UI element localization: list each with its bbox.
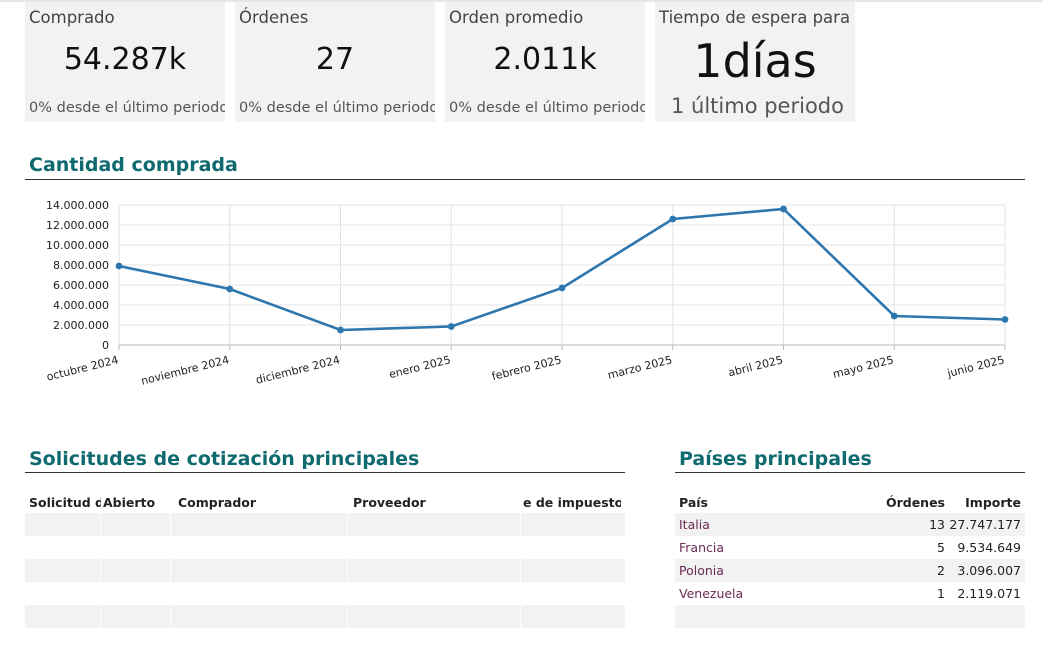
- y-tick-label: 10.000.000: [46, 239, 109, 252]
- country-empty-row: [675, 605, 1025, 628]
- rfq-col-supplier[interactable]: Proveedor: [353, 495, 426, 510]
- kpi-change: 0% desde el último periodo: [239, 100, 435, 116]
- rfq-col-request[interactable]: Solicitud de: [29, 495, 101, 510]
- data-point[interactable]: [115, 262, 123, 270]
- kpi-card-orders[interactable]: Órdenes 27 0% desde el último periodo: [235, 2, 435, 122]
- country-orders: 5: [937, 540, 945, 555]
- x-tick-label: abril 2025: [727, 353, 784, 379]
- country-orders: 1: [937, 586, 945, 601]
- country-name-link[interactable]: Polonia: [679, 563, 724, 578]
- y-tick-label: 12.000.000: [46, 219, 109, 232]
- country-name-link[interactable]: Venezuela: [679, 586, 744, 601]
- country-amount: 9.534.649: [957, 540, 1021, 555]
- data-point[interactable]: [447, 323, 455, 330]
- data-point[interactable]: [1001, 316, 1009, 323]
- kpi-change: 0% desde el último periodo: [29, 100, 225, 116]
- top-divider: [0, 0, 1043, 2]
- countries-col-orders[interactable]: Órdenes: [885, 495, 945, 510]
- country-amount: 3.096.007: [957, 563, 1021, 578]
- kpi-label: Orden promedio: [449, 8, 584, 27]
- kpi-card-average-order[interactable]: Orden promedio 2.011k 0% desde el último…: [445, 2, 645, 122]
- y-tick-label: 6.000.000: [53, 279, 109, 292]
- rfq-empty-row: [25, 513, 625, 536]
- data-point[interactable]: [669, 215, 677, 223]
- kpi-value: 2.011k: [493, 42, 597, 77]
- country-orders: 13: [929, 517, 945, 532]
- y-tick-label: 4.000.000: [53, 299, 109, 312]
- rfq-empty-row: [25, 605, 625, 628]
- x-tick-label: octubre 2024: [45, 353, 120, 383]
- x-tick-label: junio 2025: [945, 353, 1006, 380]
- x-tick-label: mayo 2025: [831, 353, 894, 381]
- country-row[interactable]: Francia 5 9.534.649: [675, 536, 1025, 559]
- rfq-section-rule: [25, 472, 625, 473]
- y-tick-label: 8.000.000: [53, 259, 109, 272]
- purchased-amount-line-chart: 0 2.000.000 4.000.000 6.000.000 8.000.000 10.…: [45, 199, 1009, 388]
- x-tick-label: febrero 2025: [491, 353, 563, 383]
- countries-col-amount[interactable]: Importe: [965, 495, 1021, 510]
- kpi-card-lead-time[interactable]: Tiempo de espera para r 1días 1 último p…: [655, 2, 855, 122]
- country-row[interactable]: Italia 13 27.747.177: [675, 513, 1025, 536]
- x-tick-label: diciembre 2024: [254, 353, 341, 386]
- country-row[interactable]: Venezuela 1 2.119.071: [675, 582, 1025, 605]
- data-point[interactable]: [780, 205, 787, 213]
- rfq-col-open[interactable]: Abierto: [103, 495, 156, 510]
- country-amount: 27.747.177: [949, 517, 1021, 532]
- kpi-change: 0% desde el último periodo: [449, 100, 645, 116]
- country-name-link[interactable]: Francia: [679, 540, 725, 555]
- kpi-change: 1 último periodo: [671, 94, 844, 118]
- x-tick-label: marzo 2025: [606, 353, 673, 382]
- rfq-empty-row: [25, 536, 625, 559]
- country-amount: 2.119.071: [957, 586, 1021, 601]
- kpi-label: Comprado: [29, 8, 115, 27]
- y-tick-label: 0: [102, 339, 109, 352]
- countries-section-title: Países principales: [679, 448, 872, 470]
- data-point[interactable]: [558, 284, 566, 292]
- country-row[interactable]: Polonia 2 3.096.007: [675, 559, 1025, 582]
- kpi-card-purchased[interactable]: Comprado 54.287k 0% desde el último peri…: [25, 2, 225, 122]
- country-orders: 2: [937, 563, 945, 578]
- country-name-link[interactable]: Italia: [679, 517, 710, 532]
- kpi-value: 27: [315, 42, 355, 77]
- y-tick-label: 14.000.000: [46, 199, 109, 212]
- countries-col-country[interactable]: País: [679, 495, 708, 510]
- rfq-empty-row: [25, 582, 625, 605]
- rfq-col-tax-amount[interactable]: e de impuestos: [523, 495, 621, 510]
- y-tick-label: 2.000.000: [53, 319, 109, 332]
- x-tick-label: enero 2025: [388, 353, 452, 381]
- kpi-value: 54.287k: [63, 42, 187, 77]
- chart-section-rule: [25, 179, 1025, 180]
- chart-section-title: Cantidad comprada: [29, 154, 238, 176]
- countries-section-rule: [675, 472, 1025, 473]
- rfq-col-buyer[interactable]: Comprador: [178, 495, 257, 510]
- rfq-empty-row: [25, 559, 625, 582]
- kpi-value: 1días: [693, 34, 817, 88]
- data-point[interactable]: [337, 326, 344, 334]
- rfq-section-title: Solicitudes de cotización principales: [29, 448, 420, 470]
- kpi-label: Tiempo de espera para r: [659, 8, 855, 27]
- data-point[interactable]: [226, 285, 234, 293]
- data-point[interactable]: [890, 312, 898, 320]
- x-tick-label: noviembre 2024: [140, 353, 231, 387]
- kpi-label: Órdenes: [239, 8, 309, 27]
